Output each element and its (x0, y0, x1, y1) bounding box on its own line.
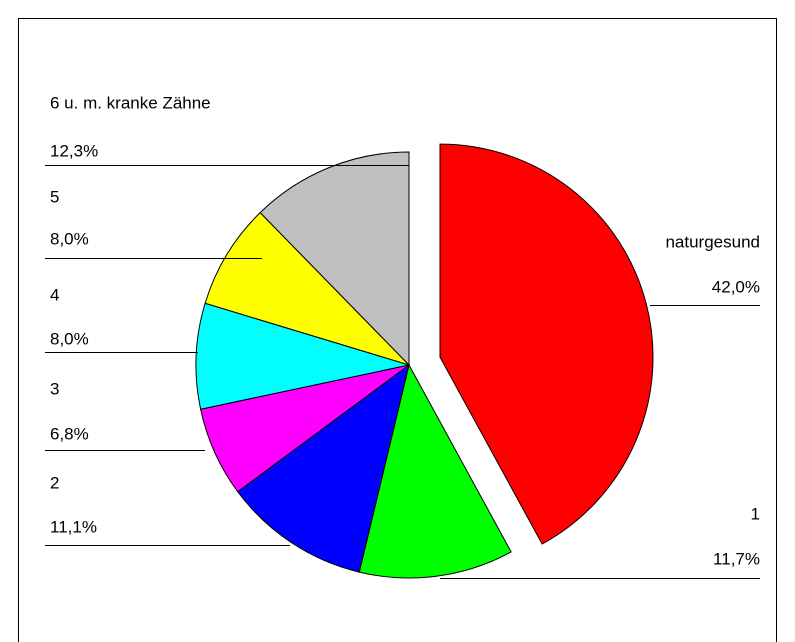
pie-slice (237, 363, 410, 573)
pie-slice (195, 302, 410, 410)
pie-slice (439, 143, 654, 545)
value-label: 11,7% (713, 549, 760, 568)
pie-slice (358, 363, 512, 579)
slice-label: 5 (50, 187, 59, 206)
slice-label: 1 (751, 504, 760, 523)
chart-frame (18, 18, 777, 642)
value-label: 8,0% (50, 229, 89, 248)
slice-label: 6 u. m. kranke Zähne (50, 93, 211, 112)
slice-label: naturgesund (665, 232, 760, 251)
slice-label: 4 (50, 285, 59, 304)
value-label: 8,0% (50, 329, 89, 348)
value-label: 12,3% (50, 141, 98, 160)
value-label: 11,1% (50, 517, 97, 536)
value-label: 6,8% (50, 424, 89, 443)
value-label: 42,0% (712, 277, 760, 296)
pie-slice (204, 211, 410, 366)
slice-label: 3 (50, 379, 59, 398)
slice-label: 2 (50, 473, 59, 492)
pie-slice (259, 151, 410, 367)
